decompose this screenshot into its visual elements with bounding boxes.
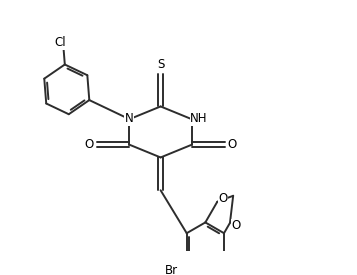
Text: N: N bbox=[125, 112, 133, 125]
Text: Br: Br bbox=[165, 264, 177, 275]
Text: Cl: Cl bbox=[55, 36, 66, 49]
Text: NH: NH bbox=[190, 112, 208, 125]
Text: O: O bbox=[218, 192, 228, 205]
Text: S: S bbox=[157, 58, 164, 71]
Text: O: O bbox=[231, 219, 241, 232]
Text: O: O bbox=[228, 138, 237, 151]
Text: O: O bbox=[84, 138, 94, 151]
